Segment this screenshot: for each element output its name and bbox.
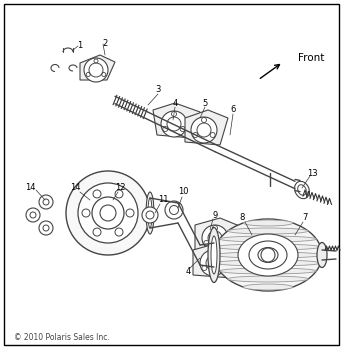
Circle shape: [89, 63, 103, 77]
Ellipse shape: [228, 276, 308, 282]
Ellipse shape: [211, 236, 217, 274]
Circle shape: [78, 183, 138, 243]
Circle shape: [169, 206, 178, 215]
Circle shape: [88, 199, 94, 205]
Circle shape: [197, 123, 211, 137]
Ellipse shape: [228, 228, 308, 234]
Text: 12: 12: [115, 184, 125, 193]
Circle shape: [165, 201, 183, 219]
Ellipse shape: [146, 192, 154, 234]
Text: 11: 11: [158, 195, 168, 205]
Ellipse shape: [220, 268, 316, 274]
Text: 4: 4: [173, 98, 178, 107]
Circle shape: [30, 212, 36, 218]
Ellipse shape: [215, 260, 321, 266]
Ellipse shape: [243, 284, 293, 290]
Circle shape: [202, 225, 228, 251]
Ellipse shape: [249, 241, 287, 269]
Text: 7: 7: [302, 214, 308, 223]
Circle shape: [206, 256, 220, 270]
Text: 1: 1: [78, 40, 83, 50]
Text: Front: Front: [298, 53, 324, 63]
Circle shape: [200, 250, 226, 276]
Circle shape: [115, 190, 123, 198]
Circle shape: [39, 221, 53, 235]
Ellipse shape: [298, 185, 306, 195]
Ellipse shape: [214, 252, 322, 258]
Ellipse shape: [295, 181, 309, 199]
Circle shape: [26, 208, 40, 222]
Circle shape: [191, 117, 217, 143]
Ellipse shape: [220, 236, 316, 242]
Circle shape: [115, 228, 123, 236]
Text: 2: 2: [102, 38, 108, 47]
Polygon shape: [195, 218, 242, 252]
Text: 8: 8: [239, 214, 245, 223]
Text: 3: 3: [155, 86, 161, 95]
Circle shape: [100, 205, 116, 221]
Circle shape: [161, 111, 187, 137]
Polygon shape: [185, 110, 228, 145]
Ellipse shape: [258, 247, 278, 262]
Text: 13: 13: [307, 170, 317, 178]
Circle shape: [92, 197, 124, 229]
Ellipse shape: [317, 243, 327, 267]
Circle shape: [146, 211, 154, 219]
Circle shape: [39, 195, 53, 209]
Text: © 2010 Polaris Sales Inc.: © 2010 Polaris Sales Inc.: [14, 334, 110, 342]
Circle shape: [66, 171, 150, 255]
Circle shape: [93, 228, 101, 236]
Circle shape: [142, 207, 158, 223]
Polygon shape: [153, 103, 200, 138]
Text: 14: 14: [70, 184, 80, 193]
Circle shape: [43, 199, 49, 205]
Ellipse shape: [238, 234, 298, 276]
Text: 14: 14: [25, 184, 35, 193]
Text: 6: 6: [230, 105, 236, 114]
Circle shape: [261, 248, 275, 262]
Circle shape: [93, 190, 101, 198]
Ellipse shape: [208, 228, 220, 282]
Polygon shape: [80, 55, 115, 80]
Circle shape: [84, 58, 108, 82]
Polygon shape: [193, 243, 240, 278]
Circle shape: [167, 117, 181, 131]
Ellipse shape: [215, 244, 321, 250]
Ellipse shape: [243, 220, 293, 226]
Ellipse shape: [148, 198, 152, 228]
Circle shape: [126, 209, 134, 217]
Circle shape: [208, 231, 222, 245]
Circle shape: [43, 225, 49, 231]
Ellipse shape: [214, 219, 322, 291]
Text: 10: 10: [178, 187, 188, 196]
Circle shape: [84, 195, 98, 209]
Circle shape: [82, 209, 90, 217]
Text: 9: 9: [212, 210, 217, 220]
Text: 4: 4: [185, 267, 191, 276]
Text: 5: 5: [202, 98, 208, 107]
